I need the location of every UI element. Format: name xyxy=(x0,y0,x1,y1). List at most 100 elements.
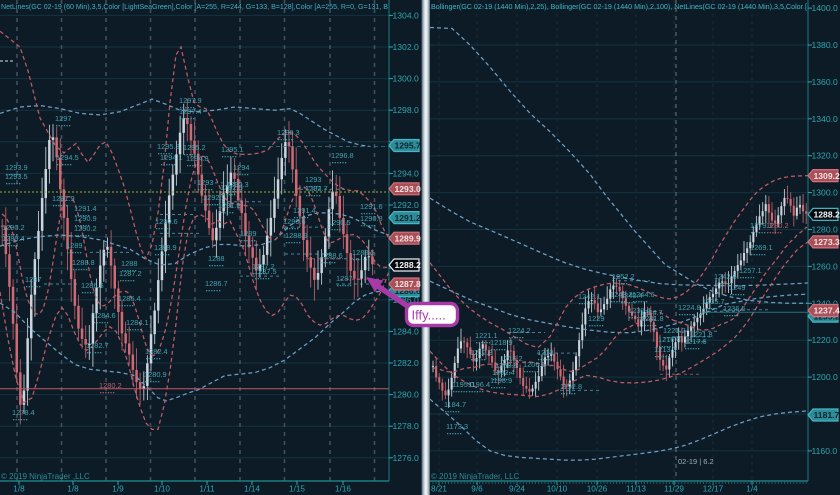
svg-text:1297: 1297 xyxy=(55,114,71,123)
svg-text:9/24: 9/24 xyxy=(509,485,525,494)
svg-text:1235.7: 1235.7 xyxy=(702,297,725,306)
svg-text:1288.6: 1288.6 xyxy=(320,251,343,260)
svg-text:1200.0: 1200.0 xyxy=(812,372,839,382)
svg-text:1/8: 1/8 xyxy=(67,485,79,494)
svg-text:1230.4: 1230.4 xyxy=(628,306,651,315)
svg-text:1296.3: 1296.3 xyxy=(277,128,300,137)
svg-text:1289: 1289 xyxy=(240,229,256,238)
svg-text:1292.2: 1292.2 xyxy=(203,193,226,202)
svg-text:1293.0: 1293.0 xyxy=(395,184,422,194)
svg-text:1291.2: 1291.2 xyxy=(395,213,422,223)
svg-text:1278.0: 1278.0 xyxy=(393,421,420,431)
svg-text:1291.4: 1291.4 xyxy=(74,204,97,213)
svg-text:1242.1: 1242.1 xyxy=(578,292,601,301)
svg-text:1280.0: 1280.0 xyxy=(812,225,839,235)
svg-text:02-19 | 6.2: 02-19 | 6.2 xyxy=(678,457,714,466)
svg-text:1216.4: 1216.4 xyxy=(658,335,681,344)
svg-text:1224.2: 1224.2 xyxy=(508,326,531,335)
svg-text:1217.6: 1217.6 xyxy=(684,337,707,346)
svg-text:1290.6: 1290.6 xyxy=(155,217,178,226)
svg-text:1173.3: 1173.3 xyxy=(446,422,468,431)
svg-text:1291.4: 1291.4 xyxy=(293,206,316,215)
svg-text:1286.6: 1286.6 xyxy=(81,281,104,290)
svg-text:1291.6: 1291.6 xyxy=(360,202,383,211)
svg-text:1282.4: 1282.4 xyxy=(145,347,168,356)
svg-text:NetLines(GC 02-19 (60 Min),3,5: NetLines(GC 02-19 (60 Min),3,5,Color [Li… xyxy=(1,4,388,11)
svg-text:1215.2: 1215.2 xyxy=(500,354,523,363)
svg-text:1302.0: 1302.0 xyxy=(393,42,420,52)
svg-text:1195.0: 1195.0 xyxy=(452,380,474,389)
svg-text:1184.7: 1184.7 xyxy=(444,400,466,409)
svg-text:1/10: 1/10 xyxy=(154,485,170,494)
svg-text:1212.8: 1212.8 xyxy=(470,348,493,357)
svg-text:1294.1: 1294.1 xyxy=(160,153,183,162)
svg-text:1300.0: 1300.0 xyxy=(812,188,839,198)
svg-text:1288: 1288 xyxy=(208,254,224,263)
svg-text:1249: 1249 xyxy=(729,283,745,292)
svg-text:1273.3: 1273.3 xyxy=(814,237,840,247)
svg-text:1218.9: 1218.9 xyxy=(490,338,513,347)
svg-text:1237.4: 1237.4 xyxy=(814,306,840,316)
svg-text:1288.5: 1288.5 xyxy=(352,248,375,257)
svg-text:1287.2: 1287.2 xyxy=(119,269,142,278)
svg-text:1244.6: 1244.6 xyxy=(632,290,655,299)
svg-text:1181.7: 1181.7 xyxy=(814,410,840,420)
svg-text:1280.2: 1280.2 xyxy=(99,381,122,390)
svg-text:1276.0: 1276.0 xyxy=(393,453,420,463)
svg-text:1284.1: 1284.1 xyxy=(126,318,149,327)
svg-text:9/6: 9/6 xyxy=(471,485,483,494)
svg-text:1213: 1213 xyxy=(537,348,553,357)
svg-text:1287.8: 1287.8 xyxy=(395,279,422,289)
svg-text:1/14: 1/14 xyxy=(244,485,260,494)
svg-text:1220.0: 1220.0 xyxy=(812,335,839,345)
svg-text:Bollinger(GC 02-19 (1440 Min),: Bollinger(GC 02-19 (1440 Min),2,25), Bol… xyxy=(431,4,807,11)
svg-text:1400.0: 1400.0 xyxy=(812,3,839,13)
svg-text:1280.2: 1280.2 xyxy=(766,221,789,230)
svg-text:1294.5: 1294.5 xyxy=(56,153,79,162)
svg-text:1288.9: 1288.9 xyxy=(285,231,308,240)
svg-text:1240.4: 1240.4 xyxy=(620,291,643,300)
svg-text:1295.7: 1295.7 xyxy=(395,141,422,151)
svg-text:10/10: 10/10 xyxy=(547,485,568,494)
svg-text:1340.0: 1340.0 xyxy=(812,114,839,124)
svg-text:1288.2: 1288.2 xyxy=(395,260,422,270)
svg-text:1288.2: 1288.2 xyxy=(814,210,840,220)
svg-text:1289.4: 1289.4 xyxy=(2,234,25,243)
svg-text:1213.3: 1213.3 xyxy=(654,345,677,354)
svg-text:1291.9: 1291.9 xyxy=(52,194,75,203)
svg-text:1293.5: 1293.5 xyxy=(5,172,28,181)
svg-text:1290.2: 1290.2 xyxy=(2,223,25,232)
svg-text:1280.9: 1280.9 xyxy=(144,370,167,379)
svg-text:1288.8: 1288.8 xyxy=(72,258,95,267)
svg-text:1224.8: 1224.8 xyxy=(678,303,701,312)
svg-text:8/21: 8/21 xyxy=(431,485,447,494)
svg-text:11/13: 11/13 xyxy=(626,485,646,494)
svg-text:1290.5: 1290.5 xyxy=(328,218,351,227)
svg-text:1320.0: 1320.0 xyxy=(812,151,839,161)
svg-text:12/17: 12/17 xyxy=(703,485,724,494)
svg-text:1192.8: 1192.8 xyxy=(560,382,582,391)
svg-text:1280.0: 1280.0 xyxy=(393,390,420,400)
svg-text:1282.0: 1282.0 xyxy=(393,358,420,368)
svg-text:1292.0: 1292.0 xyxy=(393,200,420,210)
svg-text:1287: 1287 xyxy=(25,275,41,284)
svg-text:1296.8: 1296.8 xyxy=(331,151,354,160)
svg-text:1221.8: 1221.8 xyxy=(690,330,713,339)
svg-text:1208.5: 1208.5 xyxy=(495,361,518,370)
svg-text:© 2019 NinjaTrader, LLC: © 2019 NinjaTrader, LLC xyxy=(431,472,520,481)
svg-text:1309.2: 1309.2 xyxy=(814,171,840,181)
svg-text:1/11: 1/11 xyxy=(199,485,215,494)
svg-text:1287.2: 1287.2 xyxy=(252,262,275,271)
svg-text:1286.7: 1286.7 xyxy=(205,279,228,288)
svg-text:1/9: 1/9 xyxy=(112,485,124,494)
svg-text:1286.0: 1286.0 xyxy=(393,295,420,305)
svg-text:1295.2: 1295.2 xyxy=(183,143,206,152)
svg-text:1285.4: 1285.4 xyxy=(118,294,141,303)
svg-text:1242.6: 1242.6 xyxy=(714,272,737,281)
svg-text:1/15: 1/15 xyxy=(289,485,305,494)
svg-text:1293: 1293 xyxy=(305,175,321,184)
svg-text:1290.8: 1290.8 xyxy=(360,214,383,223)
svg-text:1290.9: 1290.9 xyxy=(74,214,97,223)
svg-text:1269.1: 1269.1 xyxy=(750,243,773,252)
svg-text:1287.5: 1287.5 xyxy=(254,267,277,276)
